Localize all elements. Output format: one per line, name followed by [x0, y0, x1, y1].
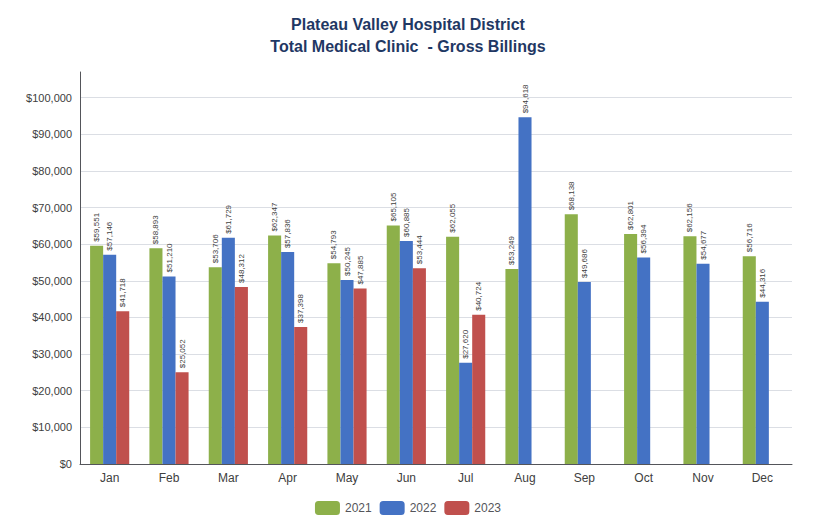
svg-text:$47,885: $47,885	[356, 255, 365, 284]
svg-text:$53,249: $53,249	[507, 235, 516, 264]
svg-text:$80,000: $80,000	[32, 165, 72, 177]
svg-text:Jan: Jan	[100, 471, 119, 485]
svg-text:$56,716: $56,716	[745, 223, 754, 252]
svg-text:2023: 2023	[474, 501, 501, 515]
svg-text:2022: 2022	[410, 501, 437, 515]
svg-text:$54,677: $54,677	[699, 230, 708, 259]
svg-text:$90,000: $90,000	[32, 128, 72, 140]
svg-text:$58,893: $58,893	[151, 215, 160, 244]
svg-text:$94,618: $94,618	[521, 84, 530, 113]
svg-text:$40,724: $40,724	[474, 281, 483, 310]
svg-text:$44,316: $44,316	[758, 268, 767, 297]
svg-text:$25,052: $25,052	[178, 339, 187, 368]
svg-text:Plateau Valley Hospital Distri: Plateau Valley Hospital District	[291, 16, 526, 33]
svg-text:Nov: Nov	[692, 471, 713, 485]
svg-text:Dec: Dec	[752, 471, 773, 485]
svg-text:$27,620: $27,620	[461, 329, 470, 358]
svg-text:$68,138: $68,138	[567, 181, 576, 210]
svg-text:$53,706: $53,706	[211, 234, 220, 263]
svg-text:$48,312: $48,312	[237, 254, 246, 283]
svg-text:Aug: Aug	[514, 471, 535, 485]
svg-text:$56,394: $56,394	[639, 224, 648, 253]
svg-text:$60,885: $60,885	[402, 207, 411, 236]
svg-text:Sep: Sep	[574, 471, 596, 485]
svg-text:$62,347: $62,347	[270, 202, 279, 231]
svg-text:$0: $0	[60, 458, 72, 470]
svg-text:$50,000: $50,000	[32, 275, 72, 287]
svg-text:$62,801: $62,801	[626, 200, 635, 229]
svg-text:$30,000: $30,000	[32, 348, 72, 360]
svg-text:$10,000: $10,000	[32, 421, 72, 433]
svg-text:Apr: Apr	[278, 471, 297, 485]
svg-text:$65,105: $65,105	[389, 192, 398, 221]
svg-text:Jul: Jul	[458, 471, 473, 485]
svg-text:2021: 2021	[345, 501, 372, 515]
svg-text:Feb: Feb	[159, 471, 180, 485]
svg-text:$62,055: $62,055	[448, 203, 457, 232]
svg-text:$49,686: $49,686	[580, 249, 589, 278]
svg-text:$62,156: $62,156	[685, 203, 694, 232]
svg-text:Jun: Jun	[397, 471, 416, 485]
svg-text:$50,245: $50,245	[343, 246, 352, 275]
svg-text:$54,793: $54,793	[329, 230, 338, 259]
svg-text:$51,210: $51,210	[165, 243, 174, 272]
svg-text:Total Medical Clinic - Gross: Total Medical Clinic - Gross Billings	[270, 38, 545, 55]
svg-text:$20,000: $20,000	[32, 385, 72, 397]
svg-text:$57,146: $57,146	[105, 221, 114, 250]
svg-text:Mar: Mar	[218, 471, 239, 485]
svg-text:$70,000: $70,000	[32, 202, 72, 214]
svg-text:$100,000: $100,000	[26, 92, 72, 104]
svg-text:$61,729: $61,729	[224, 204, 233, 233]
svg-text:$53,444: $53,444	[415, 235, 424, 264]
svg-text:May: May	[336, 471, 359, 485]
svg-text:$59,551: $59,551	[92, 212, 101, 241]
svg-text:$37,398: $37,398	[296, 294, 305, 323]
svg-text:$40,000: $40,000	[32, 311, 72, 323]
svg-text:$60,000: $60,000	[32, 238, 72, 250]
svg-text:$41,718: $41,718	[118, 278, 127, 307]
svg-text:$57,836: $57,836	[283, 219, 292, 248]
svg-text:Oct: Oct	[634, 471, 653, 485]
